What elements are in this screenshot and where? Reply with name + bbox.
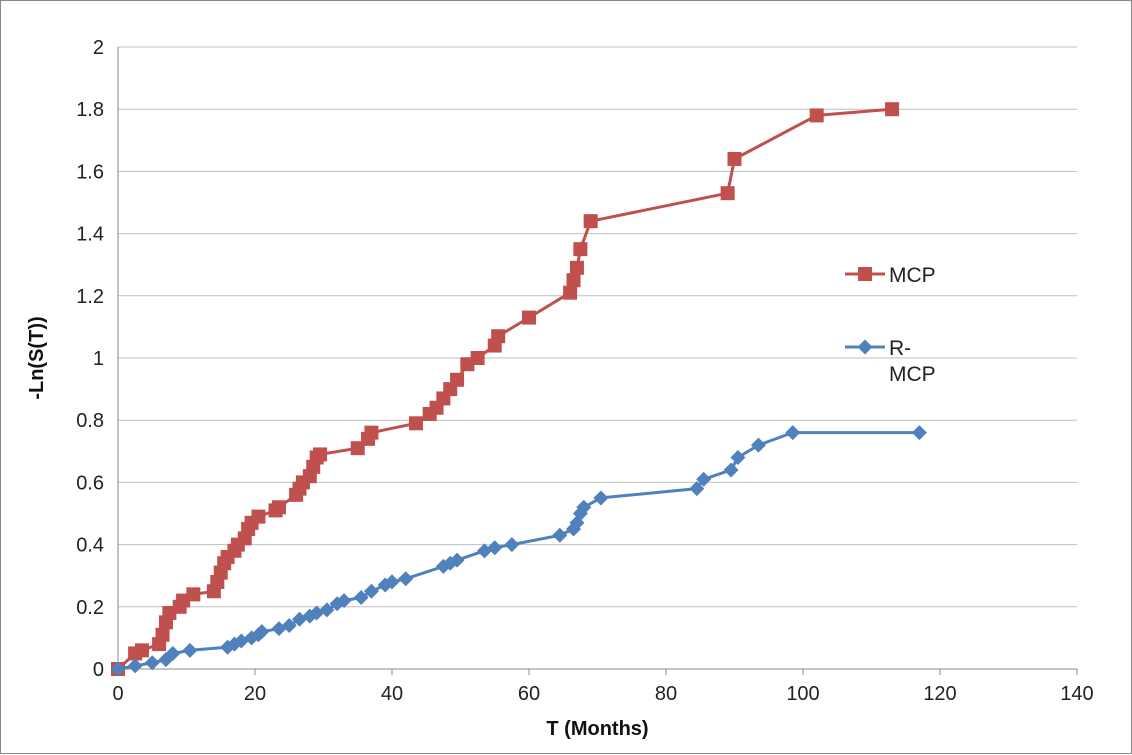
legend-marker [858, 267, 872, 281]
legend-label: MCP [889, 264, 936, 287]
data-point [566, 273, 581, 288]
data-point [127, 658, 143, 674]
data-point [319, 602, 335, 618]
data-point [750, 437, 766, 453]
data-point [911, 425, 927, 441]
y-tick-label: 1.2 [76, 286, 104, 308]
data-point [408, 416, 423, 431]
data-point [522, 310, 536, 325]
data-point [398, 571, 414, 587]
data-point [785, 425, 801, 441]
x-tick-label: 80 [655, 683, 677, 705]
data-point [313, 447, 328, 462]
y-tick-label: 2 [93, 37, 104, 59]
legend-item-1: MCP [845, 264, 936, 287]
y-axis-title: -Ln(S(T)) [26, 316, 48, 399]
legend-item-2: R- MCP [845, 337, 936, 386]
data-point [552, 527, 568, 543]
x-tick-label: 20 [244, 683, 266, 705]
data-point [363, 583, 379, 599]
x-tick-label: 60 [518, 683, 540, 705]
data-point [723, 462, 739, 478]
x-tick-label: 0 [112, 683, 123, 705]
data-point [573, 242, 588, 257]
y-tick-label: 1.6 [76, 161, 104, 183]
data-point [134, 643, 149, 658]
data-point [281, 617, 297, 633]
data-point [449, 552, 465, 568]
y-tick-label: 0.6 [76, 472, 104, 494]
series-line [116, 107, 893, 671]
data-point [470, 351, 485, 365]
y-tick-label: 0.4 [76, 535, 104, 557]
data-point [254, 624, 270, 640]
legend-marker [857, 339, 873, 355]
data-point [576, 499, 592, 515]
x-axis-title: T (Months) [546, 718, 648, 740]
gridlines [118, 46, 1077, 670]
data-point [696, 471, 712, 487]
data-point [384, 574, 400, 590]
data-point [271, 500, 286, 515]
data-point [583, 214, 598, 229]
data-point [336, 593, 352, 609]
data-point [720, 186, 735, 201]
axes: 00.20.40.60.811.21.41.61.820 20 40 60 80 100 1… [76, 37, 1094, 705]
legend-label: MCP [889, 363, 936, 386]
data-point [487, 540, 503, 556]
y-tick-label: 0.8 [76, 410, 104, 432]
legend-label: R- [889, 337, 911, 360]
data-point [110, 661, 126, 677]
series [110, 102, 927, 677]
y-tick-label: 0.2 [76, 597, 104, 619]
data-point [730, 450, 746, 466]
data-point [689, 481, 705, 497]
data-point [364, 425, 379, 440]
data-point [491, 329, 506, 344]
y-tick-label: 1.4 [76, 224, 104, 246]
data-point [182, 642, 198, 658]
data-point [504, 537, 520, 553]
x-tick-label: 40 [381, 683, 403, 705]
y-tick-label: 1.8 [76, 99, 104, 121]
series-2 [110, 425, 927, 677]
data-point [563, 285, 578, 300]
y-tick-label: 0 [93, 659, 104, 681]
data-point [353, 589, 369, 605]
series-1 [111, 102, 900, 676]
data-point [165, 645, 181, 661]
legend: MCP R- MCP [845, 264, 936, 386]
data-point [251, 509, 266, 524]
x-tick-label: 120 [923, 683, 956, 705]
data-point [727, 151, 742, 166]
data-point [809, 108, 824, 123]
data-point [144, 655, 160, 671]
data-point [155, 627, 170, 642]
y-tick-label: 1 [93, 348, 104, 370]
data-point [569, 260, 584, 275]
data-point [186, 587, 201, 602]
data-point [450, 372, 465, 387]
x-tick-label: 100 [786, 683, 819, 705]
data-point [593, 490, 609, 506]
x-tick-label: 140 [1060, 683, 1093, 705]
data-point [244, 630, 260, 646]
data-point [885, 102, 900, 117]
